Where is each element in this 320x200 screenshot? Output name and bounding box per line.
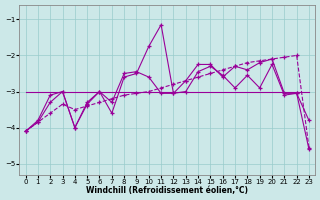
X-axis label: Windchill (Refroidissement éolien,°C): Windchill (Refroidissement éolien,°C) bbox=[86, 186, 248, 195]
